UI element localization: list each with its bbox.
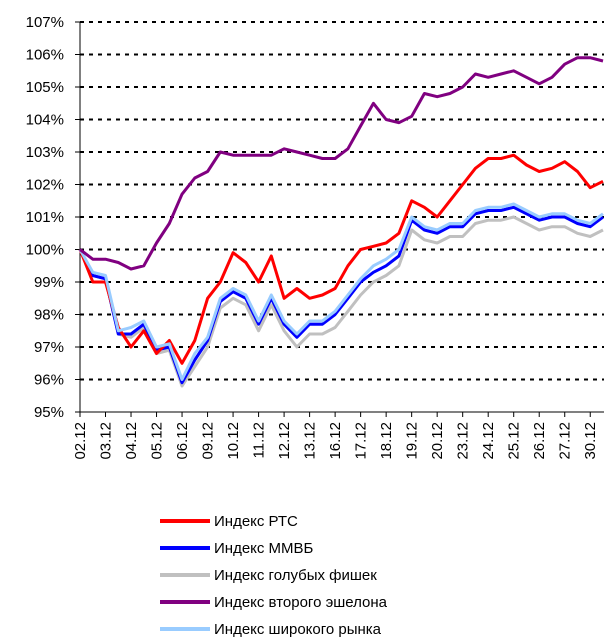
x-tick-label: 27.12 [557, 422, 574, 460]
x-tick-label: 25.12 [506, 422, 523, 460]
y-tick-label: 97% [34, 339, 64, 356]
series-line [78, 202, 604, 381]
y-tick-label: 102% [26, 177, 64, 194]
y-tick-label: 98% [34, 307, 64, 324]
x-tick-label: 17.12 [353, 422, 370, 460]
y-tick-label: 100% [26, 242, 64, 259]
x-tick-label: 16.12 [327, 422, 344, 460]
x-tick-label: 03.12 [98, 422, 115, 460]
x-tick-label: 02.12 [72, 422, 89, 460]
y-tick-label: 107% [26, 14, 64, 31]
x-tick-label: 06.12 [174, 422, 191, 460]
legend-label: Индекс голубых фишек [214, 567, 377, 584]
y-tick-label: 105% [26, 79, 64, 96]
x-tick-label: 05.12 [149, 422, 166, 460]
series-line [78, 205, 604, 385]
y-tick-label: 95% [34, 404, 64, 421]
x-tick-label: 10.12 [225, 422, 242, 460]
x-tick-label: 26.12 [531, 422, 548, 460]
x-tick-label: 18.12 [378, 422, 395, 460]
y-tick-label: 101% [26, 209, 64, 226]
legend-label: Индекс второго эшелона [214, 594, 388, 611]
x-tick-label: 12.12 [276, 422, 293, 460]
y-tick-label: 96% [34, 372, 64, 389]
y-tick-label: 104% [26, 112, 64, 129]
x-tick-label: 13.12 [302, 422, 319, 460]
x-tick-label: 30.12 [582, 422, 599, 460]
x-tick-label: 20.12 [429, 422, 446, 460]
series-line [79, 56, 604, 271]
legend-label: Индекс ММВБ [214, 540, 314, 557]
legend-label: Индекс широкого рынка [214, 621, 382, 637]
x-tick-label: 19.12 [404, 422, 421, 460]
legend-label: Индекс РТС [214, 513, 298, 530]
y-tick-label: 99% [34, 274, 64, 291]
x-tick-label: 23.12 [455, 422, 472, 460]
x-tick-label: 11.12 [251, 422, 268, 458]
x-tick-label: 04.12 [123, 422, 140, 460]
x-tick-label: 24.12 [480, 422, 497, 460]
series-line [78, 215, 604, 388]
y-tick-label: 103% [26, 144, 64, 161]
x-tick-label: 09.12 [200, 422, 217, 460]
series-line [78, 153, 604, 365]
y-tick-label: 106% [26, 47, 64, 64]
